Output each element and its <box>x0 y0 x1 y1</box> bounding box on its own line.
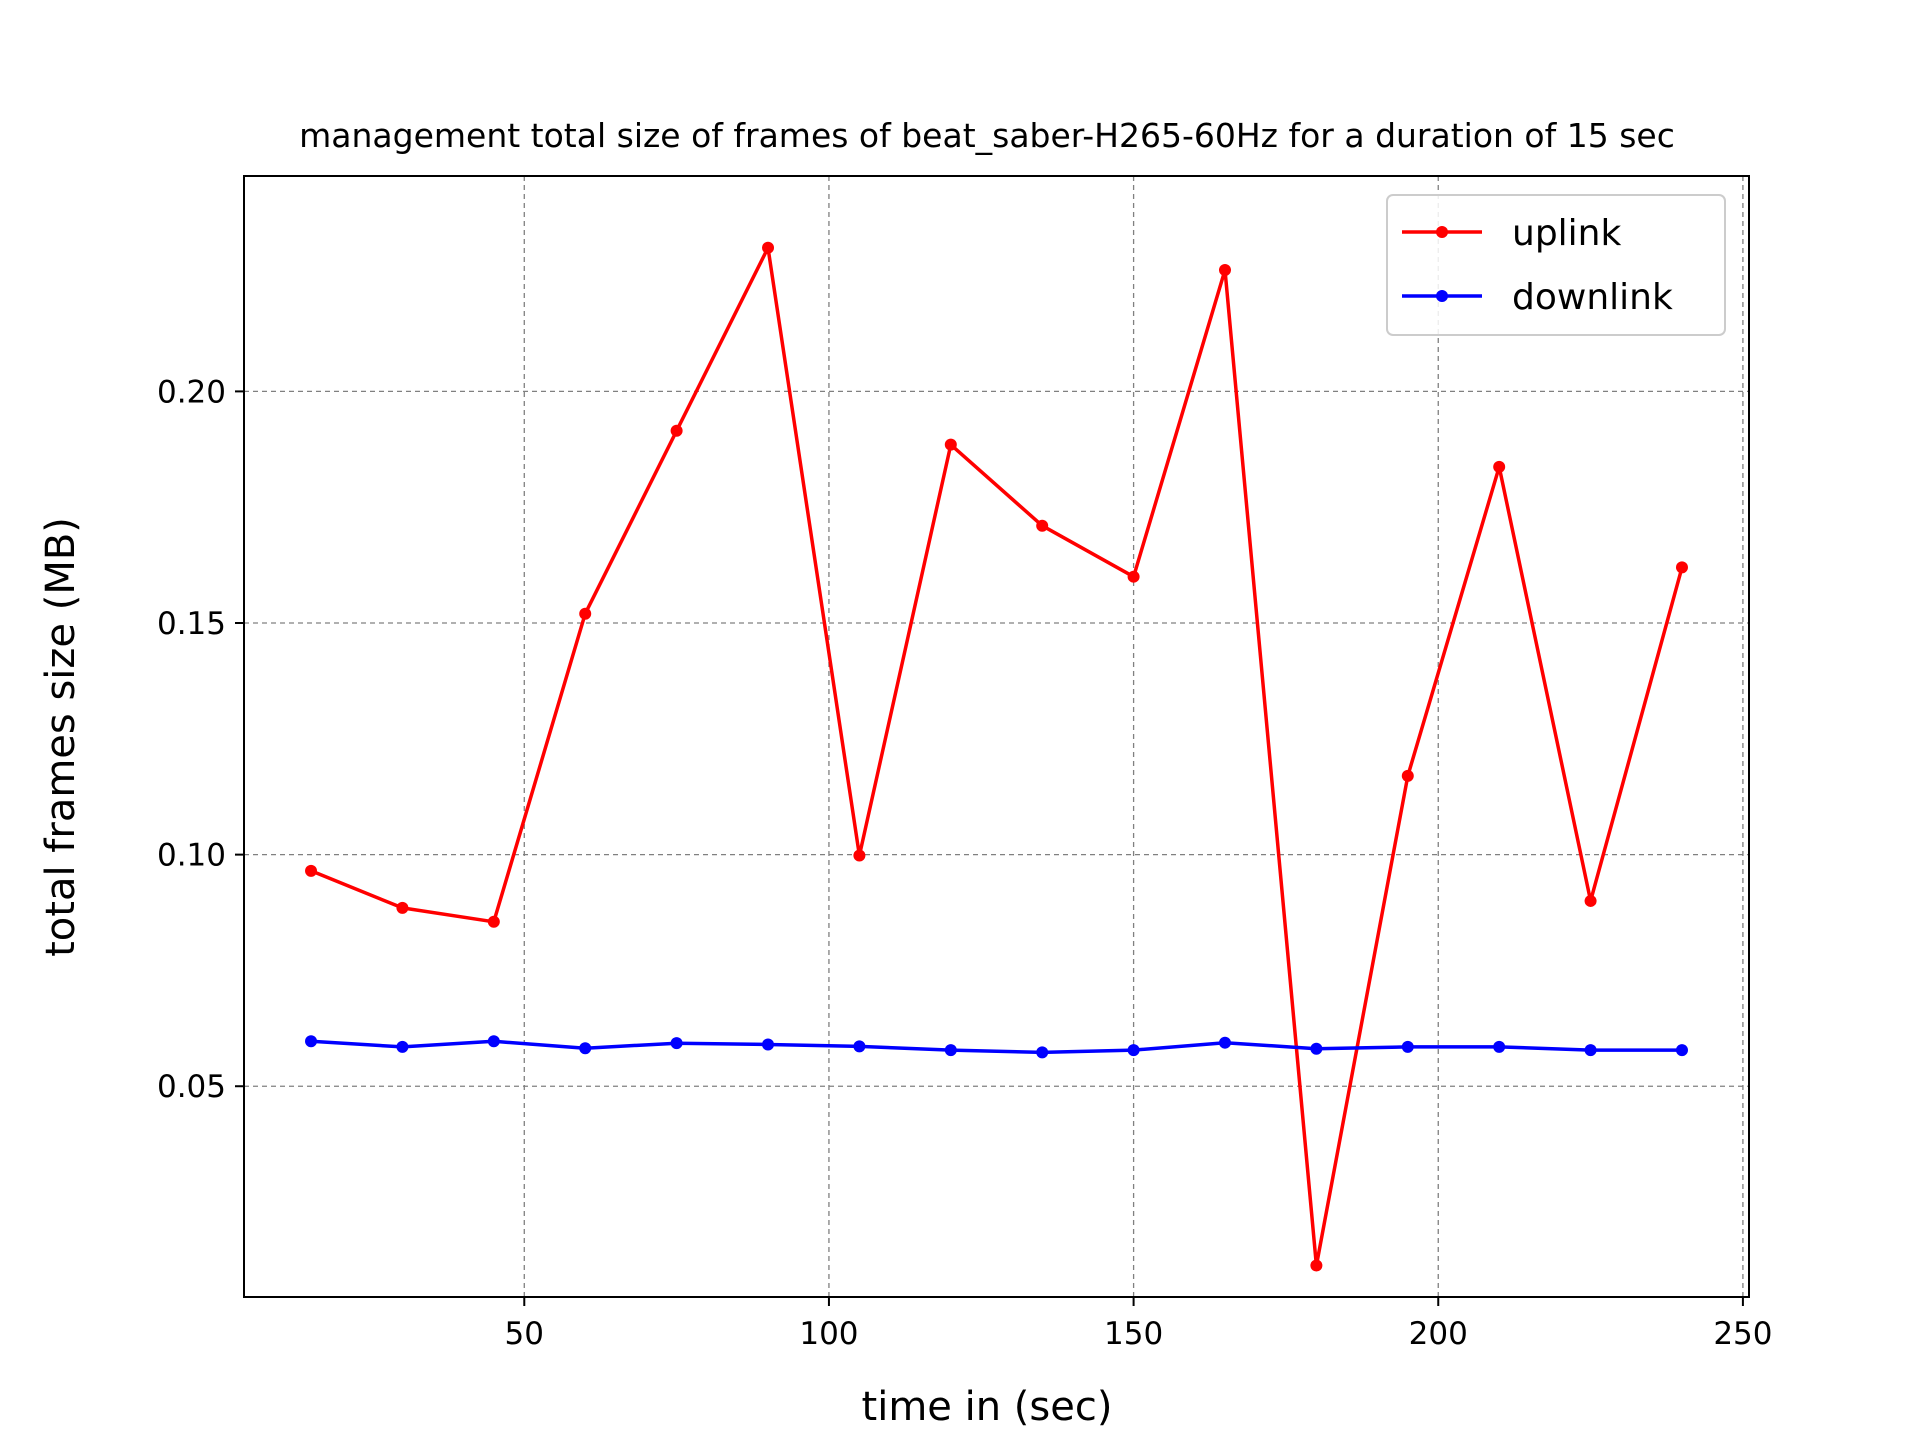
legend-item-downlink: downlink <box>1402 277 1673 318</box>
data-point-downlink-8 <box>1036 1046 1049 1059</box>
data-point-downlink-10 <box>1218 1036 1231 1049</box>
x-tick-label-4: 250 <box>1713 1316 1772 1352</box>
y-tick-label-0: 0.05 <box>157 1069 226 1105</box>
data-point-uplink-1 <box>396 901 409 914</box>
data-point-uplink-5 <box>762 241 775 254</box>
data-point-uplink-8 <box>1036 519 1049 532</box>
x-tick-label-1: 100 <box>799 1316 858 1352</box>
data-point-uplink-3 <box>579 607 592 620</box>
data-point-uplink-6 <box>853 849 866 862</box>
data-point-downlink-15 <box>1675 1044 1688 1057</box>
y-axis-label: total frames size (MB) <box>38 517 84 957</box>
data-point-uplink-7 <box>944 438 957 451</box>
data-point-downlink-6 <box>853 1040 866 1053</box>
x-tick-label-3: 200 <box>1409 1316 1468 1352</box>
data-point-downlink-14 <box>1584 1044 1597 1057</box>
data-point-uplink-13 <box>1493 460 1506 473</box>
data-point-downlink-4 <box>670 1037 683 1050</box>
data-point-downlink-2 <box>487 1035 500 1048</box>
data-point-downlink-1 <box>396 1040 409 1053</box>
legend-label-uplink: uplink <box>1512 213 1621 254</box>
y-tick-label-3: 0.20 <box>157 374 226 410</box>
legend-box <box>1386 194 1726 336</box>
y-tick-label-1: 0.10 <box>157 838 226 874</box>
data-point-uplink-9 <box>1127 570 1140 583</box>
legend-marker-downlink <box>1436 290 1448 302</box>
series-uplink <box>305 241 1688 1272</box>
data-point-uplink-4 <box>670 424 683 437</box>
data-point-downlink-11 <box>1310 1042 1323 1055</box>
x-axis-label: time in (sec) <box>862 1384 1113 1430</box>
data-point-uplink-14 <box>1584 894 1597 907</box>
data-point-uplink-12 <box>1401 769 1414 782</box>
series-downlink <box>305 1035 1688 1059</box>
x-tick-label-0: 50 <box>505 1316 544 1352</box>
axis-ticks: 50 100 150 200 250 0.05 0.10 0.15 0.20 <box>157 374 1773 1352</box>
legend-item-uplink: uplink <box>1402 213 1621 254</box>
data-point-uplink-0 <box>305 864 318 877</box>
series-line-downlink <box>310 1039 1682 1055</box>
series-line-uplink <box>310 246 1684 1268</box>
data-point-downlink-0 <box>305 1035 318 1048</box>
chart-title: management total size of frames of beat_… <box>299 116 1675 155</box>
data-point-downlink-5 <box>762 1038 775 1051</box>
data-point-downlink-13 <box>1493 1040 1506 1053</box>
y-tick-label-2: 0.15 <box>157 606 226 642</box>
data-point-uplink-11 <box>1310 1259 1323 1272</box>
data-point-uplink-10 <box>1218 264 1231 277</box>
plot-area-frame <box>243 175 1750 1298</box>
legend: uplink downlink <box>1386 194 1726 336</box>
data-point-downlink-7 <box>944 1044 957 1057</box>
legend-label-downlink: downlink <box>1512 277 1673 318</box>
grid-lines <box>244 176 1749 1297</box>
x-tick-label-2: 150 <box>1104 1316 1163 1352</box>
legend-marker-uplink <box>1436 226 1448 238</box>
data-point-uplink-15 <box>1675 561 1688 574</box>
data-series <box>305 241 1688 1272</box>
data-point-downlink-12 <box>1401 1040 1414 1053</box>
data-point-downlink-9 <box>1127 1044 1140 1057</box>
data-point-downlink-3 <box>579 1042 592 1055</box>
data-point-uplink-2 <box>487 915 500 928</box>
